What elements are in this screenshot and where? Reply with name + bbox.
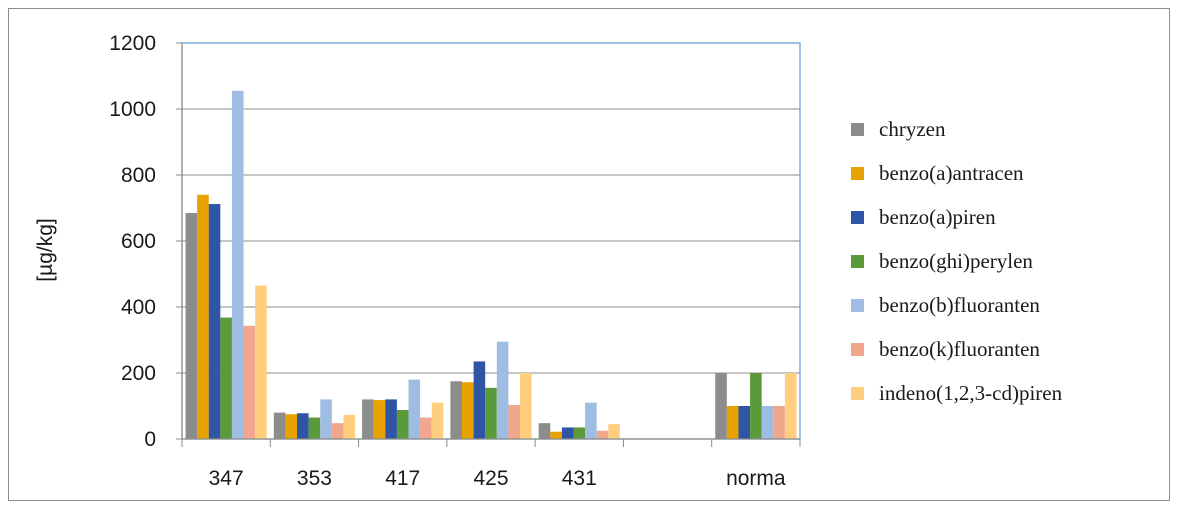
bar	[231, 90, 244, 439]
bar	[373, 400, 386, 439]
x-tick-label: norma	[726, 467, 786, 490]
legend-swatch	[851, 343, 864, 356]
bar	[185, 212, 198, 439]
legend-label: benzo(ghi)perylen	[879, 249, 1033, 273]
bar	[220, 317, 232, 439]
bar	[496, 341, 509, 439]
legend-label: benzo(a)antracen	[879, 161, 1024, 185]
bar	[208, 204, 221, 439]
y-tick-label: 1000	[109, 98, 156, 121]
bar	[784, 373, 797, 439]
legend-swatch	[851, 167, 864, 180]
legend-label: chryzen	[879, 117, 946, 141]
legend-label: benzo(a)piren	[879, 205, 996, 229]
y-tick-labels: 0 200 400 600 800 1000 1200	[109, 32, 156, 451]
x-tick-label: 417	[385, 467, 420, 490]
bar	[573, 427, 586, 439]
bar	[273, 412, 286, 439]
bar	[761, 406, 774, 439]
bar	[450, 381, 462, 439]
axes	[181, 43, 801, 447]
legend: chryzen benzo(a)antracen benzo(a)piren benz…	[851, 117, 1063, 405]
bar	[297, 413, 309, 439]
legend-label: benzo(k)fluoranten	[879, 337, 1040, 361]
legend-swatch	[851, 211, 864, 224]
y-tick-label: 0	[144, 428, 156, 451]
bar	[596, 430, 609, 439]
legend-swatch	[851, 387, 864, 400]
bar	[773, 406, 785, 439]
legend-swatch	[851, 299, 864, 312]
bar	[362, 399, 374, 439]
x-tick-label: 347	[209, 467, 244, 490]
bar	[420, 417, 432, 439]
y-tick-label: 1200	[109, 32, 156, 55]
bar	[343, 414, 356, 439]
bar	[520, 373, 532, 439]
bar	[550, 431, 562, 439]
bar	[608, 424, 620, 439]
x-tick-label: 431	[562, 467, 597, 490]
x-tick-labels: 347 353 417 425 431 norma	[209, 467, 786, 490]
bars	[185, 90, 797, 439]
bar	[331, 423, 344, 439]
bar	[561, 427, 574, 439]
bar	[255, 285, 267, 439]
bar	[538, 423, 551, 439]
bar	[308, 417, 321, 439]
bar	[408, 379, 421, 439]
bar	[320, 399, 332, 439]
bar	[585, 402, 597, 439]
y-tick-label: 200	[121, 362, 156, 385]
y-axis-label: [µg/kg]	[34, 218, 57, 281]
bar	[508, 405, 521, 439]
y-tick-label: 800	[121, 164, 156, 187]
bar	[431, 402, 444, 439]
bar	[285, 414, 298, 439]
bar	[715, 373, 727, 439]
legend-label: indeno(1,2,3-cd)piren	[879, 381, 1063, 405]
bar	[726, 406, 739, 439]
bar	[243, 325, 256, 439]
y-tick-label: 600	[121, 230, 156, 253]
legend-swatch	[851, 123, 864, 136]
bar	[738, 406, 751, 439]
legend-swatch	[851, 255, 864, 268]
bar	[461, 382, 474, 439]
bar	[385, 399, 397, 439]
bar	[750, 373, 762, 439]
gridlines	[176, 42, 800, 440]
bar	[197, 194, 209, 439]
x-tick-label: 425	[473, 467, 508, 490]
bar	[473, 361, 486, 439]
bar	[396, 409, 409, 439]
x-tick-label: 353	[297, 467, 332, 490]
legend-label: benzo(b)fluoranten	[879, 293, 1040, 317]
bar	[485, 387, 497, 439]
y-tick-label: 400	[121, 296, 156, 319]
